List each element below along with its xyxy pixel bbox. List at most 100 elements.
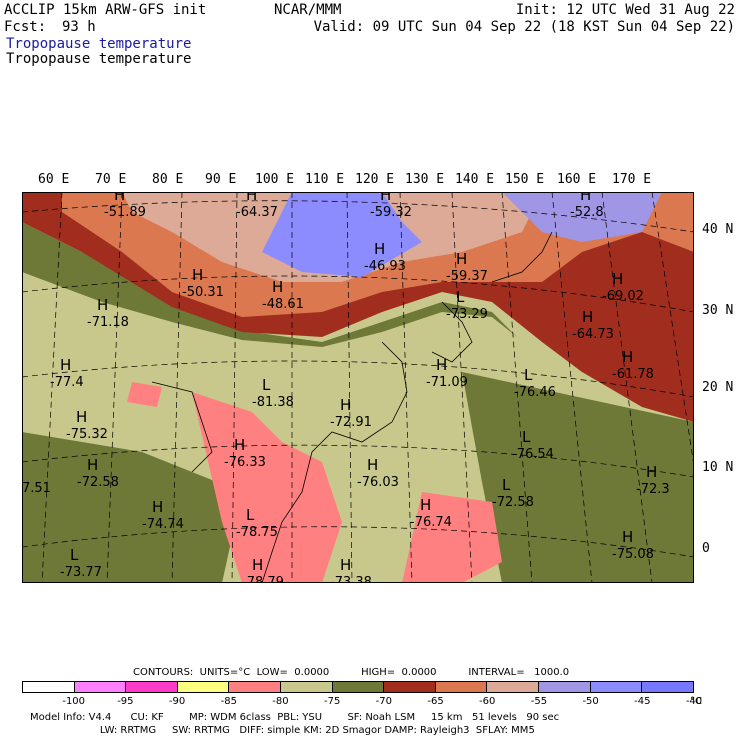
high-marker: H: [612, 270, 623, 288]
color-bar-swatch: [384, 682, 436, 692]
high-marker: H: [367, 456, 378, 474]
extremum-value: -73.77: [60, 565, 102, 580]
extremum-value: -72.58: [492, 495, 534, 510]
latitude-label: 40 N: [702, 222, 734, 237]
color-bar-swatch: [126, 682, 178, 692]
high-marker: H: [87, 456, 98, 474]
high-marker: H: [646, 463, 657, 481]
color-bar-swatch: [177, 682, 230, 692]
longitude-label: 170 E: [612, 172, 652, 187]
map-frame: [22, 192, 694, 583]
high-marker: H: [252, 556, 263, 574]
longitude-label: 70 E: [95, 172, 127, 187]
color-bar-swatch: [23, 682, 75, 692]
color-bar-swatch: [539, 682, 591, 692]
color-bar-tick-label: -80: [272, 696, 289, 707]
coastlines: [151, 231, 553, 583]
contour-info: CONTOURS: UNITS=°C LOW= 0.0000 HIGH= 0.0…: [133, 667, 570, 678]
extremum-value: -81.38: [252, 395, 294, 410]
color-bar-tick-label: -55: [530, 696, 548, 707]
latitude-label: 0: [702, 541, 710, 556]
high-marker: H: [246, 192, 257, 204]
color-bar-tick-label: -50: [582, 696, 599, 707]
extremum-value: -59.32: [370, 205, 412, 220]
high-marker: H: [340, 556, 351, 574]
high-marker: H: [380, 192, 391, 204]
low-marker: L: [522, 428, 531, 446]
extremum-value: -77.4: [50, 375, 84, 390]
shaded-field: [22, 192, 694, 583]
color-bar-swatch: [332, 682, 385, 692]
low-marker: L: [524, 366, 533, 384]
model-title: ACCLIP 15km ARW-GFS init: [4, 2, 207, 18]
longitude-label: 100 E: [255, 172, 295, 187]
high-marker: H: [420, 496, 431, 514]
extremum-value: -73.38: [330, 575, 372, 583]
extremum-value: -51.89: [104, 205, 146, 220]
low-marker: L: [456, 288, 465, 306]
low-marker: L: [262, 376, 271, 394]
color-bar-tick-label: -100: [62, 696, 86, 707]
latitude-label: 10 N: [702, 460, 734, 475]
extremum-value: -71.09: [426, 375, 468, 390]
extremum-value: -76.46: [514, 385, 556, 400]
extremum-value: -78.75: [236, 525, 278, 540]
high-marker: H: [272, 278, 283, 296]
color-bar: [22, 681, 694, 693]
extremum-value: -46.93: [364, 259, 406, 274]
extremum-value: -76.74: [410, 515, 452, 530]
low-marker: L: [246, 506, 255, 524]
color-bar-tick-label: -45: [634, 696, 651, 707]
high-marker: H: [374, 240, 385, 258]
extremum-value: -69.02: [602, 289, 644, 304]
latitude-label: 20 N: [702, 380, 734, 395]
color-bar-tick-label: -75: [323, 696, 341, 707]
color-bar-tick-label: -95: [117, 696, 134, 707]
high-marker: H: [456, 250, 467, 268]
high-marker: H: [234, 436, 245, 454]
contour-field-title: Tropopause temperature: [6, 51, 192, 67]
extremum-value: -48.61: [262, 297, 304, 312]
high-marker: H: [152, 498, 163, 516]
color-bar-swatch: [229, 682, 282, 692]
extremum-value: -52.8: [570, 205, 604, 220]
high-marker: H: [76, 408, 87, 426]
model-info-line-2: LW: RRTMG SW: RRTMG DIFF: simple KM: 2D …: [30, 725, 535, 736]
longitude-label: 140 E: [455, 172, 495, 187]
high-marker: H: [580, 192, 591, 204]
high-marker: H: [97, 296, 108, 314]
extremum-value: -76.03: [357, 475, 399, 490]
extremum-value: -64.73: [572, 327, 614, 342]
color-bar-swatch: [642, 682, 693, 692]
color-bar-swatch: [487, 682, 540, 692]
extremum-value: -76.54: [512, 447, 554, 462]
high-marker: H: [622, 348, 633, 366]
extremum-value: -72.58: [77, 475, 119, 490]
extremum-value: -59.37: [446, 269, 488, 284]
high-marker: H: [622, 528, 633, 546]
high-marker: H: [60, 356, 71, 374]
longitude-label: 150 E: [505, 172, 545, 187]
edge-value: 7.51: [22, 481, 51, 496]
extremum-value: -75.08: [612, 547, 654, 562]
tropopause-temperature-map: H-51.89H-64.37H-59.32H-52.8H-50.31 H-48.6…: [22, 192, 694, 583]
color-bar-swatch: [590, 682, 643, 692]
init-time: Init: 12 UTC Wed 31 Aug 22: [515, 2, 735, 18]
colored-field-title: Tropopause temperature: [6, 36, 192, 52]
color-bar-unit: °C: [690, 696, 702, 707]
longitude-label: 160 E: [557, 172, 597, 187]
color-bar-tick-label: -90: [168, 696, 186, 707]
extremum-value: -50.31: [182, 285, 224, 300]
extremum-value: -72.91: [330, 415, 372, 430]
longitude-label: 130 E: [405, 172, 445, 187]
extremum-value: -72.3: [636, 482, 670, 497]
forecast-hour-label: Fcst:: [4, 19, 47, 35]
grid-lines: [22, 192, 694, 583]
extrema-markers: H-51.89H-64.37H-59.32H-52.8H-50.31 H-48.6…: [50, 192, 670, 583]
model-info-line-1: Model Info: V4.4 CU: KF MP: WDM 6class P…: [30, 712, 560, 723]
high-marker: H: [436, 356, 447, 374]
color-bar-swatch: [435, 682, 488, 692]
extremum-value: -75.32: [66, 427, 108, 442]
longitude-label: 60 E: [38, 172, 70, 187]
low-marker: L: [70, 546, 79, 564]
